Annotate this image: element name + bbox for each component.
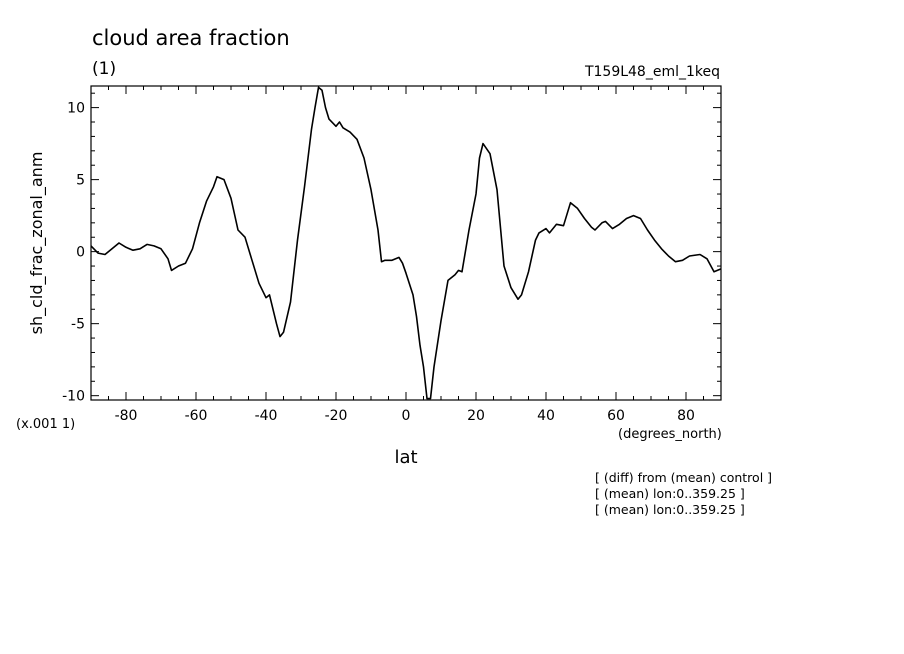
x-tick-label: 0: [402, 408, 411, 424]
note-line: [ (mean) lon:0..359.25 ]: [595, 502, 745, 517]
note-line: [ (diff) from (mean) control ]: [595, 470, 772, 485]
notes: [ (diff) from (mean) control ] [ (mean) …: [595, 470, 772, 517]
x-tick-label: 80: [677, 408, 695, 424]
y-tick-label: -10: [62, 389, 85, 405]
units-label: (1): [92, 59, 116, 79]
plot-area: -80 -60 -40 -20 0 20 40 60 80 -10 -5 0 5 10: [62, 85, 722, 424]
x-tick-label: -60: [185, 408, 208, 424]
x-units-label: (degrees_north): [618, 427, 722, 442]
y-tick-labels: -10 -5 0 5 10: [62, 101, 85, 405]
note-line: [ (mean) lon:0..359.25 ]: [595, 486, 745, 501]
x-tick-labels: -80 -60 -40 -20 0 20 40 60 80: [115, 408, 695, 424]
y-tick-label: 0: [76, 245, 85, 261]
x-tick-label: 20: [467, 408, 485, 424]
x-tick-label: 40: [537, 408, 555, 424]
x-tick-label: -80: [115, 408, 138, 424]
chart-title: cloud area fraction: [92, 26, 290, 50]
y-tick-label: -5: [71, 317, 85, 333]
x-tick-label: -20: [325, 408, 348, 424]
x-tick-label: -40: [255, 408, 278, 424]
series-line: [90, 86, 722, 400]
plot-frame: [90, 85, 722, 401]
y-tick-label: 5: [76, 173, 85, 189]
x-tick-label: 60: [607, 408, 625, 424]
run-label: T159L48_eml_1keq: [584, 64, 720, 80]
y-tick-label: 10: [67, 101, 85, 117]
y-axis-label: sh_cld_frac_zonal_anm: [27, 152, 47, 335]
y-scale-note: (x.001 1): [16, 417, 75, 432]
x-axis-label: lat: [394, 447, 417, 468]
minor-ticks: [91, 86, 721, 400]
